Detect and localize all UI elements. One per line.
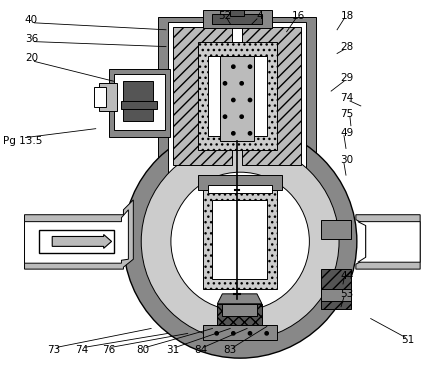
- Bar: [222, 304, 257, 316]
- Bar: [173, 27, 232, 165]
- Bar: [207, 56, 267, 136]
- Bar: [207, 185, 272, 193]
- Text: 20: 20: [25, 53, 38, 63]
- Bar: [242, 27, 302, 165]
- Bar: [213, 200, 267, 279]
- Bar: [114, 74, 165, 130]
- Text: 83: 83: [224, 345, 237, 355]
- Text: 73: 73: [48, 345, 61, 355]
- Bar: [203, 190, 277, 289]
- Polygon shape: [25, 210, 128, 263]
- Circle shape: [141, 143, 339, 340]
- Bar: [230, 10, 244, 16]
- Bar: [321, 289, 351, 301]
- Bar: [220, 56, 254, 141]
- Text: 31: 31: [166, 345, 180, 355]
- Bar: [123, 81, 153, 121]
- Text: 52: 52: [218, 11, 231, 21]
- Polygon shape: [217, 294, 262, 304]
- Text: Pg 13.5: Pg 13.5: [3, 136, 42, 146]
- Text: 36: 36: [25, 34, 38, 44]
- Text: 80: 80: [137, 345, 150, 355]
- Bar: [99, 83, 116, 111]
- Text: 4: 4: [256, 11, 263, 21]
- Bar: [94, 87, 105, 107]
- Text: 40: 40: [25, 15, 38, 25]
- FancyArrow shape: [52, 235, 112, 248]
- Bar: [122, 101, 157, 109]
- Bar: [321, 220, 351, 240]
- Text: 76: 76: [102, 345, 115, 355]
- Text: 28: 28: [340, 42, 354, 52]
- Text: 16: 16: [292, 11, 305, 21]
- Bar: [321, 269, 351, 309]
- Bar: [197, 175, 282, 190]
- Bar: [158, 17, 316, 180]
- Text: 74: 74: [75, 345, 89, 355]
- Text: 75: 75: [340, 109, 354, 119]
- Text: 30: 30: [340, 155, 354, 165]
- Bar: [203, 10, 272, 28]
- Circle shape: [171, 172, 309, 311]
- Text: 18: 18: [340, 11, 354, 21]
- Bar: [108, 69, 170, 136]
- Circle shape: [123, 125, 357, 358]
- Text: 29: 29: [340, 73, 354, 83]
- Bar: [168, 22, 306, 175]
- Bar: [39, 230, 114, 253]
- Text: 84: 84: [194, 345, 207, 355]
- Bar: [203, 326, 277, 340]
- Text: 53: 53: [340, 289, 354, 299]
- Text: 49: 49: [340, 128, 354, 138]
- Bar: [197, 42, 277, 150]
- Text: 74: 74: [340, 93, 354, 103]
- Polygon shape: [358, 222, 420, 262]
- Polygon shape: [25, 200, 133, 269]
- Bar: [217, 304, 262, 326]
- Polygon shape: [356, 215, 420, 269]
- Text: 44: 44: [340, 271, 354, 281]
- Bar: [213, 14, 262, 24]
- Text: 51: 51: [401, 335, 415, 345]
